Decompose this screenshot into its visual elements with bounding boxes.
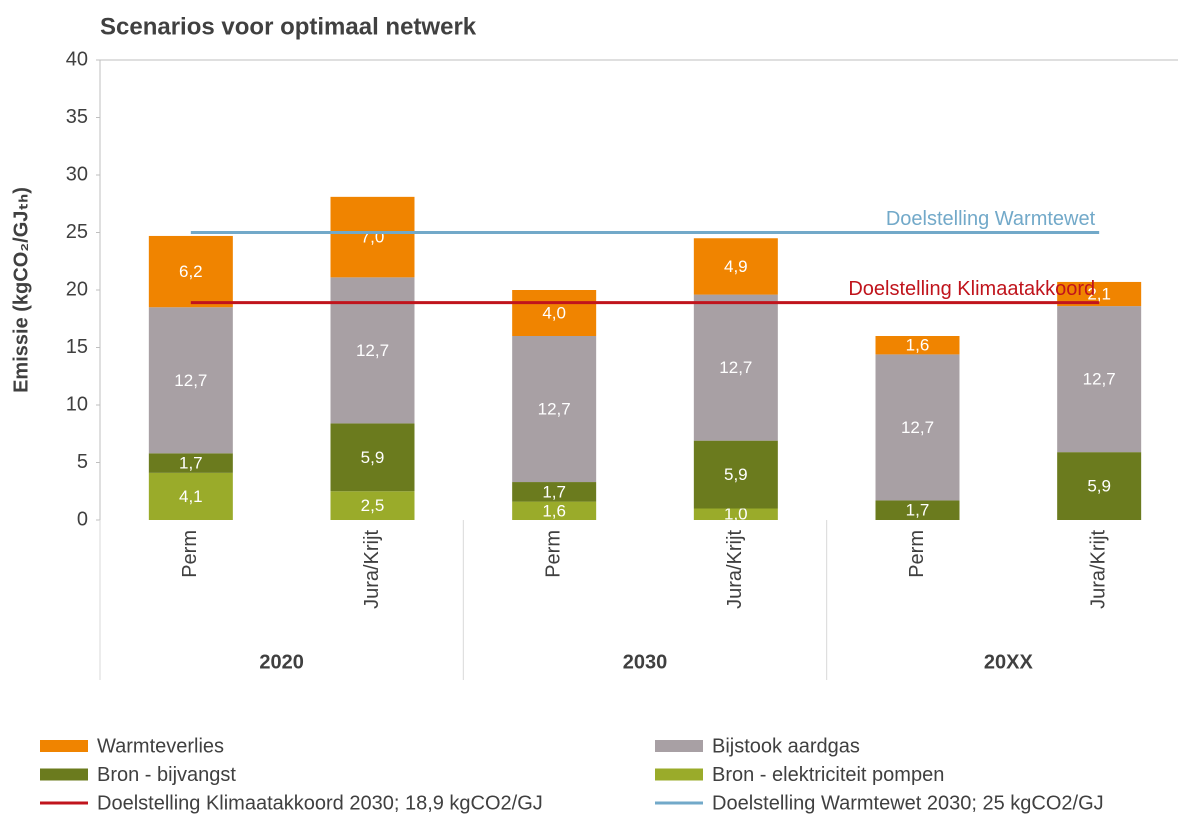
data-label: 5,9 [724,465,748,484]
legend-swatch [40,740,88,752]
x-tick-label: Perm [542,530,564,578]
data-label: 6,2 [179,262,203,281]
data-label: 1,6 [906,336,930,355]
y-tick-label: 20 [66,278,88,300]
bar-segment [512,290,597,336]
x-tick-label: Jura/Krijt [361,530,383,609]
bar-segment [693,508,778,520]
data-label: 5,9 [361,448,385,467]
x-tick-label: Perm [179,530,201,578]
bar-segment [693,440,778,509]
y-tick-label: 40 [66,48,88,70]
legend-label: Doelstelling Klimaatakkoord 2030; 18,9 k… [97,792,543,814]
legend-label: Bijstook aardgas [712,735,860,757]
legend-label: Bron - bijvangst [97,764,236,786]
group-label: 2020 [259,651,304,673]
legend-swatch [40,768,88,781]
bar-segment [1057,452,1142,520]
bar-segment [148,307,233,454]
bar-segment [693,238,778,295]
chart-title: Scenarios voor optimaal netwerk [100,13,477,40]
y-tick-label: 0 [77,508,88,530]
y-tick-label: 35 [66,106,88,128]
legend-swatch [655,768,703,781]
data-label: 7,0 [361,228,385,247]
bar-segment [148,472,233,520]
x-tick-label: Jura/Krijt [1087,530,1109,609]
data-label: 12,7 [1083,370,1116,389]
legend-label: Warmteverlies [97,735,224,757]
y-tick-label: 5 [77,451,88,473]
legend-label: Bron - elektriciteit pompen [712,764,944,786]
group-label: 20XX [984,651,1034,673]
data-label: 12,7 [538,400,571,419]
bar-segment [1057,306,1142,453]
data-label: 5,9 [1087,477,1111,496]
data-label: 4,9 [724,257,748,276]
bar-segment [148,453,233,473]
data-label: 12,7 [356,341,389,360]
reference-label: Doelstelling Warmtewet [886,208,1096,230]
bar-segment [512,501,597,520]
reference-label: Doelstelling Klimaatakkoord [848,278,1095,300]
x-tick-label: Perm [906,530,928,578]
data-label: 1,7 [542,482,566,501]
data-label: 4,0 [542,303,566,322]
legend-label: Doelstelling Warmtewet 2030; 25 kgCO2/GJ [712,792,1104,814]
data-label: 1,7 [906,501,930,520]
bar-segment [875,354,960,501]
bar-segment [330,491,415,520]
data-label: 2,5 [361,496,385,515]
bar-segment [330,196,415,278]
x-tick-label: Jura/Krijt [724,530,746,609]
data-label: 12,7 [174,371,207,390]
bar-segment [148,235,233,308]
group-label: 2030 [623,651,668,673]
data-label: 12,7 [719,358,752,377]
y-tick-label: 30 [66,163,88,185]
bar-segment [875,336,960,355]
legend-swatch [655,740,703,752]
bar-segment [693,294,778,441]
bar-segment [512,336,597,483]
y-axis-label: Emissie (kgCO₂/GJₜₕ) [10,187,32,393]
y-tick-label: 10 [66,393,88,415]
bar-segment [875,500,960,520]
y-tick-label: 25 [66,221,88,243]
bar-segment [512,482,597,502]
data-label: 1,0 [724,505,748,524]
data-label: 12,7 [901,418,934,437]
data-label: 1,6 [542,501,566,520]
y-tick-label: 15 [66,336,88,358]
data-label: 1,7 [179,454,203,473]
data-label: 2,1 [1087,285,1111,304]
data-label: 4,1 [179,487,203,506]
bar-segment [330,423,415,492]
